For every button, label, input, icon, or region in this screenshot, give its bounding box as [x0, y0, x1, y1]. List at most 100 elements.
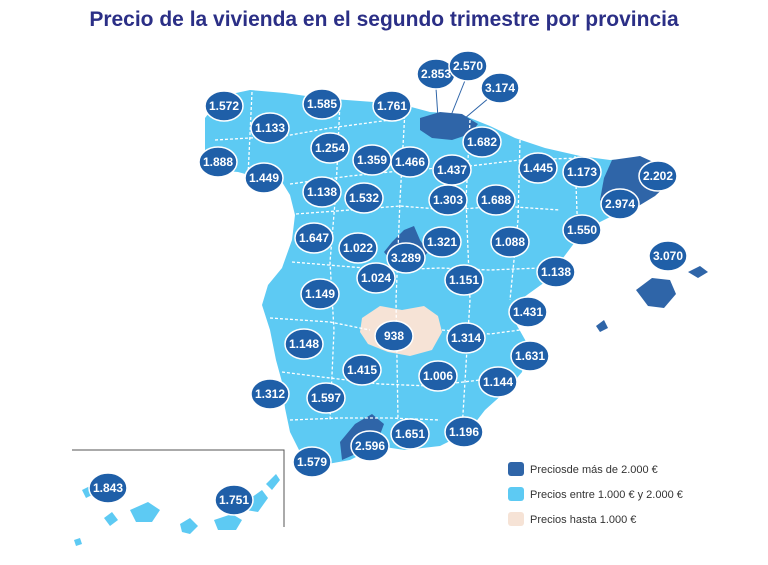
badge-jaen: 1.006	[418, 360, 458, 392]
badge-bubble	[300, 278, 340, 310]
badge-value: 1.088	[495, 235, 525, 249]
badge-value: 1.466	[395, 155, 425, 169]
badge-bubble	[448, 50, 488, 82]
badge-value: 1.138	[541, 265, 571, 279]
badge-tarragona: 1.550	[562, 214, 602, 246]
badge-bubble	[204, 90, 244, 122]
badge-castellon: 1.138	[536, 256, 576, 288]
badge-bubble	[214, 484, 254, 516]
badge-asturias: 1.585	[302, 88, 342, 120]
badge-value: 2.853	[421, 67, 451, 81]
badge-caceres: 1.149	[300, 278, 340, 310]
badge-almeria: 1.196	[444, 416, 484, 448]
badge-value: 1.314	[451, 331, 481, 345]
badge-value: 1.006	[423, 369, 453, 383]
badge-bubble	[250, 378, 290, 410]
badge-ourense: 1.449	[244, 162, 284, 194]
badge-huesca: 1.445	[518, 152, 558, 184]
badge-bubble	[422, 226, 462, 258]
badge-girona: 2.202	[638, 160, 678, 192]
badge-lugo: 1.133	[250, 112, 290, 144]
badge-bubble	[444, 416, 484, 448]
badge-santa-cruz-tenerife: 1.751	[214, 484, 254, 516]
ibiza-island	[596, 320, 608, 332]
badge-avila: 1.022	[338, 232, 378, 264]
badge-bubble	[446, 322, 486, 354]
badge-guadalajara: 1.321	[422, 226, 462, 258]
badge-bubble	[562, 156, 602, 188]
badge-madrid: 3.289	[386, 242, 426, 274]
badge-value: 1.173	[567, 165, 597, 179]
badge-bubble	[510, 340, 550, 372]
mallorca-island	[636, 278, 676, 308]
badge-bubble	[390, 418, 430, 450]
badge-value: 3.070	[653, 249, 683, 263]
badge-value: 2.974	[605, 197, 635, 211]
badge-bubble	[444, 264, 484, 296]
badge-value: 1.133	[255, 121, 285, 135]
badge-baleares: 3.070	[648, 240, 688, 272]
badge-bubble	[284, 328, 324, 360]
badge-bubble	[338, 232, 378, 264]
legend-item-low: Precios hasta 1.000 €	[508, 512, 636, 526]
badge-value: 1.151	[449, 273, 479, 287]
badge-bubble	[562, 214, 602, 246]
badge-bubble	[302, 176, 342, 208]
badge-value: 1.321	[427, 235, 457, 249]
badge-bubble	[536, 256, 576, 288]
badge-value: 1.651	[395, 427, 425, 441]
badge-bubble	[386, 242, 426, 274]
badge-salamanca: 1.647	[294, 222, 334, 254]
badge-barcelona: 2.974	[600, 188, 640, 220]
badge-segovia: 1.024	[356, 262, 396, 294]
badge-bubble	[294, 222, 334, 254]
canary-inset-border	[72, 449, 285, 527]
badge-value: 1.888	[203, 155, 233, 169]
badge-bubble	[418, 360, 458, 392]
badge-palencia: 1.359	[352, 144, 392, 176]
badge-value: 1.579	[297, 455, 327, 469]
badge-bubble	[508, 296, 548, 328]
badge-value: 1.254	[315, 141, 345, 155]
badge-value: 1.144	[483, 375, 513, 389]
badge-cordoba: 1.415	[342, 354, 382, 386]
badge-value: 1.843	[93, 481, 123, 495]
badge-valladolid: 1.532	[344, 182, 384, 214]
badge-bubble	[356, 262, 396, 294]
badge-bubble	[306, 382, 346, 414]
badge-ciudad-real: 938	[374, 320, 414, 352]
menorca-island	[688, 266, 708, 278]
badge-value: 1.688	[481, 193, 511, 207]
badge-bubble	[490, 226, 530, 258]
badge-bizkaia: 2.853	[416, 58, 456, 90]
badge-value: 1.585	[307, 97, 337, 111]
badge-las-palmas: 1.843	[88, 472, 128, 504]
badge-badajoz: 1.148	[284, 328, 324, 360]
badge-soria: 1.303	[428, 184, 468, 216]
badge-teruel: 1.088	[490, 226, 530, 258]
badge-bubble	[244, 162, 284, 194]
badge-value: 1.415	[347, 363, 377, 377]
badge-sevilla: 1.597	[306, 382, 346, 414]
badge-bubble	[342, 354, 382, 386]
badge-value: 1.682	[467, 135, 497, 149]
badge-cuenca: 1.151	[444, 264, 484, 296]
badge-value: 3.289	[391, 251, 421, 265]
badge-bubble	[302, 88, 342, 120]
badge-value: 1.148	[289, 337, 319, 351]
badge-value: 1.647	[299, 231, 329, 245]
badge-zaragoza: 1.688	[476, 184, 516, 216]
badge-value: 2.596	[355, 439, 385, 453]
badge-bubble	[350, 430, 390, 462]
badge-cadiz: 1.579	[292, 446, 332, 478]
page-title: Precio de la vivienda en el segundo trim…	[89, 8, 679, 31]
badge-value: 1.312	[255, 387, 285, 401]
badge-leon: 1.254	[310, 132, 350, 164]
badge-la-rioja: 1.437	[432, 154, 472, 186]
badge-huelva: 1.312	[250, 378, 290, 410]
legend-label-mid: Precios entre 1.000 € y 2.000 €	[530, 489, 683, 501]
canary-islands	[74, 474, 280, 546]
legend-item-high: Preciosde más de 2.000 €	[508, 462, 658, 476]
badge-bubble	[600, 188, 640, 220]
